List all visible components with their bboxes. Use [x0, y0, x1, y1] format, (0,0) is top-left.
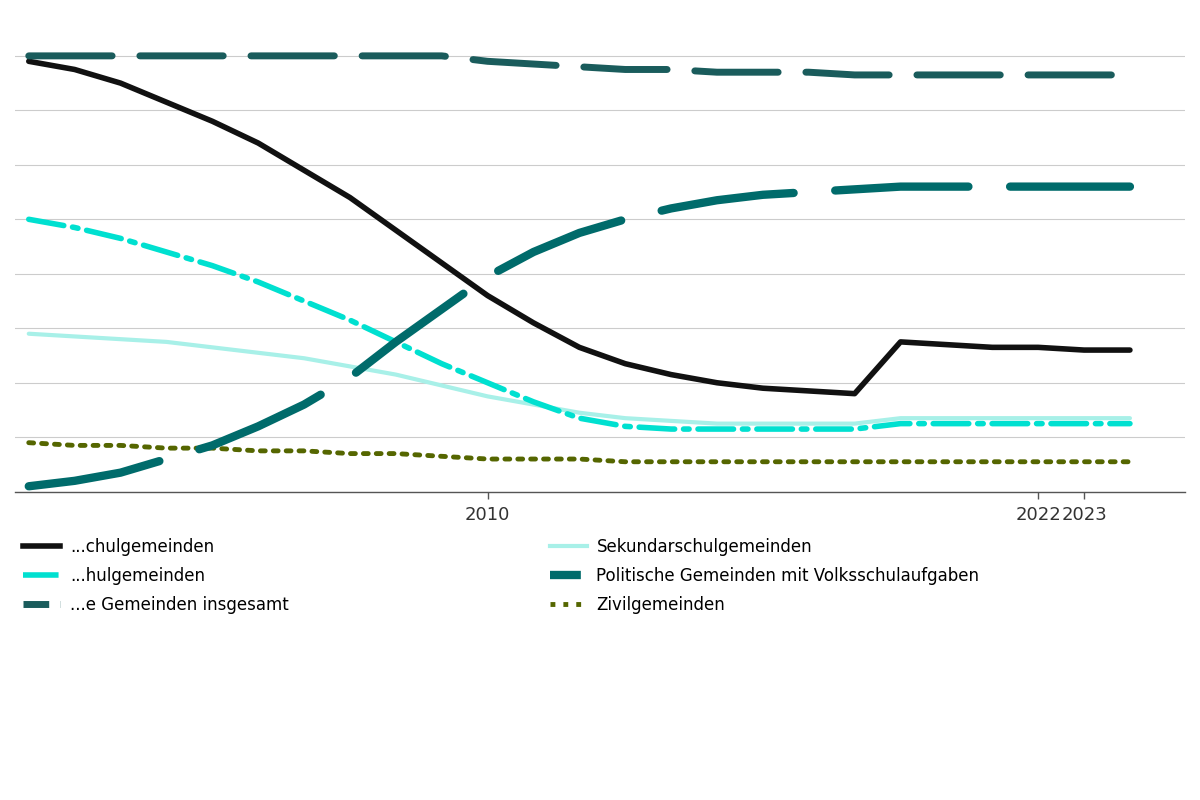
Legend: Sekundarschulgemeinden, Politische Gemeinden mit Volksschulaufgaben, Zivilgemein: Sekundarschulgemeinden, Politische Gemei… [550, 538, 979, 614]
